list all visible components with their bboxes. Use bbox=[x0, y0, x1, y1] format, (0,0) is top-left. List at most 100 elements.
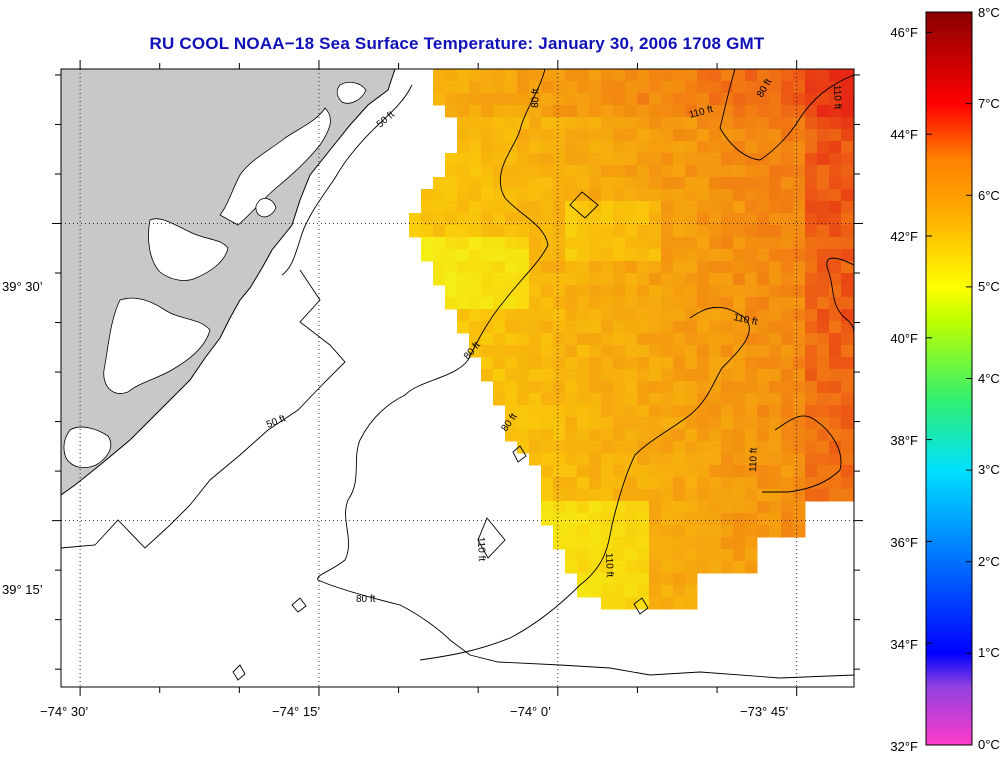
sst-cell bbox=[817, 105, 830, 118]
sst-cell bbox=[829, 213, 842, 226]
sst-cell bbox=[553, 321, 566, 334]
sst-cell bbox=[793, 465, 806, 478]
sst-cell bbox=[685, 237, 698, 250]
sst-cell bbox=[637, 261, 650, 274]
sst-cell bbox=[685, 549, 698, 562]
sst-cell bbox=[733, 513, 746, 526]
sst-cell bbox=[685, 177, 698, 190]
sst-cell bbox=[781, 309, 794, 322]
sst-cell bbox=[769, 237, 782, 250]
sst-cell bbox=[817, 237, 830, 250]
sst-cell bbox=[769, 309, 782, 322]
sst-cell bbox=[793, 249, 806, 262]
sst-cell bbox=[457, 165, 470, 178]
sst-cell bbox=[649, 501, 662, 514]
sst-cell bbox=[661, 441, 674, 454]
sst-cell bbox=[841, 177, 854, 190]
sst-cell bbox=[433, 177, 446, 190]
sst-cell bbox=[781, 429, 794, 442]
sst-cell bbox=[469, 69, 482, 82]
sst-cell bbox=[841, 129, 854, 142]
sst-cell bbox=[589, 117, 602, 130]
sst-cell bbox=[529, 333, 542, 346]
sst-cell bbox=[673, 393, 686, 406]
sst-cell bbox=[697, 345, 710, 358]
sst-cell bbox=[829, 441, 842, 454]
sst-cell bbox=[469, 105, 482, 118]
sst-cell bbox=[445, 93, 458, 106]
sst-cell bbox=[757, 237, 770, 250]
sst-cell bbox=[805, 453, 818, 466]
sst-cell bbox=[469, 261, 482, 274]
sst-cell bbox=[577, 81, 590, 94]
sst-cell bbox=[517, 165, 530, 178]
sst-cell bbox=[589, 285, 602, 298]
sst-cell bbox=[625, 585, 638, 598]
sst-cell bbox=[697, 201, 710, 214]
sst-cell bbox=[685, 441, 698, 454]
sst-cell bbox=[565, 429, 578, 442]
sst-cell bbox=[829, 405, 842, 418]
sst-cell bbox=[661, 333, 674, 346]
sst-cell bbox=[661, 165, 674, 178]
sst-cell bbox=[781, 117, 794, 130]
sst-cell bbox=[673, 309, 686, 322]
sst-cell bbox=[589, 561, 602, 574]
sst-cell bbox=[721, 441, 734, 454]
sst-cell bbox=[601, 225, 614, 238]
sst-cell bbox=[541, 141, 554, 154]
sst-cell bbox=[481, 201, 494, 214]
sst-cell bbox=[517, 141, 530, 154]
sst-cell bbox=[589, 321, 602, 334]
sst-cell bbox=[781, 213, 794, 226]
sst-cell bbox=[637, 573, 650, 586]
sst-cell bbox=[769, 129, 782, 142]
sst-cell bbox=[673, 585, 686, 598]
sst-cell bbox=[565, 225, 578, 238]
sst-cell bbox=[781, 237, 794, 250]
sst-cell bbox=[589, 129, 602, 142]
sst-cell bbox=[565, 345, 578, 358]
sst-cell bbox=[481, 297, 494, 310]
sst-cell bbox=[781, 369, 794, 382]
sst-cell bbox=[817, 213, 830, 226]
sst-cell bbox=[781, 165, 794, 178]
sst-cell bbox=[613, 525, 626, 538]
sst-cell bbox=[529, 141, 542, 154]
sst-cell bbox=[697, 141, 710, 154]
sst-cell bbox=[781, 513, 794, 526]
sst-cell bbox=[817, 249, 830, 262]
sst-cell bbox=[673, 177, 686, 190]
sst-raster bbox=[409, 69, 854, 610]
sst-cell bbox=[841, 213, 854, 226]
sst-cell bbox=[613, 369, 626, 382]
sst-cell bbox=[529, 345, 542, 358]
sst-cell bbox=[577, 369, 590, 382]
sst-cell bbox=[709, 441, 722, 454]
sst-cell bbox=[709, 213, 722, 226]
sst-cell bbox=[793, 261, 806, 274]
sst-cell bbox=[733, 441, 746, 454]
sst-cell bbox=[685, 333, 698, 346]
sst-cell bbox=[661, 225, 674, 238]
sst-cell bbox=[493, 321, 506, 334]
sst-cell bbox=[673, 345, 686, 358]
sst-cell bbox=[685, 129, 698, 142]
sst-cell bbox=[553, 405, 566, 418]
sst-cell bbox=[565, 369, 578, 382]
sst-cell bbox=[733, 489, 746, 502]
sst-cell bbox=[649, 249, 662, 262]
sst-cell bbox=[841, 141, 854, 154]
sst-cell bbox=[769, 429, 782, 442]
sst-cell bbox=[661, 213, 674, 226]
sst-cell bbox=[637, 273, 650, 286]
sst-cell bbox=[565, 213, 578, 226]
sst-cell bbox=[517, 417, 530, 430]
sst-cell bbox=[697, 561, 710, 574]
sst-cell bbox=[517, 381, 530, 394]
sst-cell bbox=[529, 165, 542, 178]
sst-cell bbox=[709, 237, 722, 250]
sst-cell bbox=[433, 249, 446, 262]
sst-cell bbox=[661, 417, 674, 430]
sst-cell bbox=[637, 285, 650, 298]
